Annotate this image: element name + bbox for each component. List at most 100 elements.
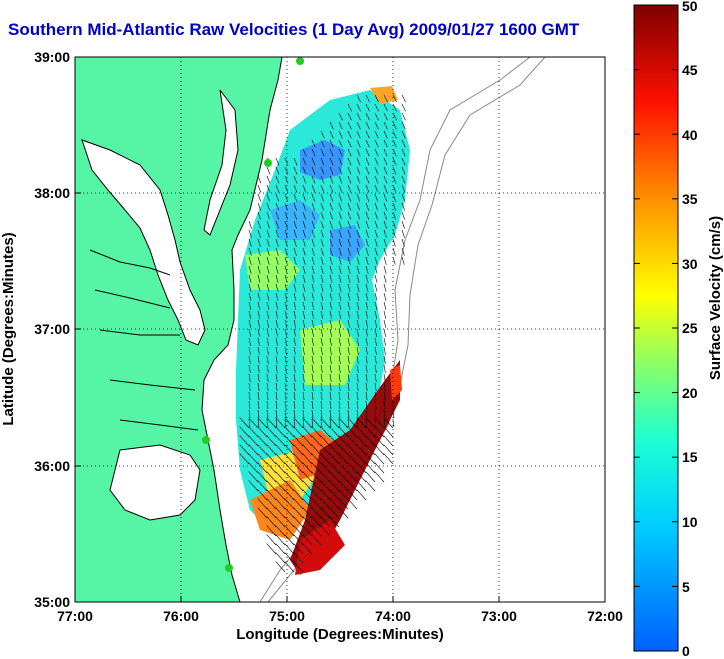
velocity-arrow	[383, 121, 388, 130]
velocity-arrow	[320, 247, 324, 256]
velocity-arrow	[329, 166, 334, 175]
velocity-arrow	[284, 292, 288, 301]
velocity-arrow	[302, 417, 313, 429]
velocity-arrow	[284, 391, 287, 400]
velocity-arrow	[356, 453, 367, 465]
velocity-arrow	[284, 220, 288, 229]
velocity-arrow	[401, 193, 406, 202]
velocity-arrow	[329, 238, 333, 247]
velocity-arrow	[374, 292, 378, 301]
velocity-arrow	[293, 328, 296, 337]
velocity-arrow	[248, 274, 252, 283]
velocity-arrow	[356, 418, 359, 428]
velocity-arrow	[365, 202, 369, 211]
velocity-arrow	[374, 283, 378, 292]
velocity-arrow	[329, 453, 340, 465]
velocity-arrow	[392, 400, 395, 409]
velocity-arrow	[338, 391, 341, 400]
velocity-arrow	[257, 328, 260, 337]
velocity-arrow	[374, 462, 385, 474]
velocity-arrow	[248, 382, 251, 391]
velocity-arrow	[338, 184, 343, 193]
velocity-arrow	[248, 364, 251, 373]
velocity-arrow	[284, 507, 295, 519]
velocity-arrow	[365, 346, 368, 355]
velocity-arrow	[293, 444, 304, 456]
velocity-arrow	[293, 238, 297, 247]
velocity-arrow	[311, 229, 315, 238]
velocity-arrow	[329, 211, 333, 220]
colorbar-tick-label: 40	[682, 127, 698, 143]
velocity-arrow	[356, 184, 361, 193]
velocity-arrow	[356, 211, 360, 220]
velocity-arrow	[293, 543, 304, 555]
velocity-arrow	[383, 184, 388, 193]
velocity-arrow	[365, 94, 370, 103]
velocity-arrow	[257, 435, 268, 447]
velocity-arrow	[266, 220, 270, 229]
velocity-arrow	[356, 265, 360, 274]
velocity-arrow	[401, 121, 406, 130]
velocity-arrow	[338, 175, 343, 184]
velocity-arrow	[374, 444, 385, 456]
velocity-arrow	[356, 471, 367, 483]
velocity-arrow	[374, 453, 385, 465]
velocity-arrow	[302, 444, 313, 456]
velocity-arrow	[284, 283, 288, 292]
velocity-arrow	[302, 382, 305, 391]
velocity-arrow	[257, 418, 260, 428]
velocity-arrow	[293, 426, 304, 438]
velocity-arrow	[257, 175, 262, 184]
velocity-arrow	[266, 534, 277, 546]
velocity-arrow	[302, 148, 307, 157]
velocity-arrow	[275, 417, 286, 429]
velocity-arrow	[311, 525, 322, 537]
velocity-arrow	[311, 265, 315, 274]
velocity-arrow	[320, 364, 323, 373]
velocity-arrow	[383, 417, 394, 429]
velocity-arrow	[374, 148, 379, 157]
velocity-arrow	[392, 202, 396, 211]
velocity-arrow	[320, 498, 331, 510]
velocity-arrow	[311, 202, 315, 211]
velocity-arrow	[302, 462, 313, 474]
velocity-arrow	[275, 175, 280, 184]
velocity-arrow	[347, 426, 358, 438]
velocity-arrow	[401, 94, 406, 103]
velocity-arrow	[374, 175, 379, 184]
lat-tick-label: 39:00	[34, 49, 70, 65]
velocity-arrow	[284, 561, 295, 573]
velocity-arrow	[338, 346, 341, 355]
velocity-arrow	[347, 310, 351, 319]
velocity-arrow	[338, 265, 342, 274]
velocity-arrow	[275, 400, 278, 409]
velocity-arrow	[347, 337, 350, 346]
velocity-arrow	[347, 355, 350, 364]
velocity-arrow	[266, 337, 269, 346]
velocity-arrow	[257, 310, 261, 319]
velocity-arrow	[275, 391, 278, 400]
velocity-arrow	[257, 391, 260, 400]
velocity-arrow	[365, 148, 370, 157]
station-marker	[225, 564, 233, 572]
lat-tick-label: 35:00	[34, 594, 70, 610]
velocity-arrow	[320, 229, 324, 238]
velocity-arrow	[365, 301, 369, 310]
velocity-arrow	[275, 238, 279, 247]
velocity-arrow	[293, 552, 304, 564]
velocity-arrow	[356, 94, 361, 103]
velocity-arrow	[275, 202, 279, 211]
velocity-arrow	[338, 148, 343, 157]
velocity-arrow	[284, 498, 295, 510]
velocity-arrow	[329, 418, 332, 428]
velocity-arrow	[347, 462, 358, 474]
velocity-arrow	[311, 175, 316, 184]
velocity-arrow	[356, 417, 367, 429]
velocity-arrow	[392, 229, 396, 238]
velocity-arrow	[401, 103, 406, 112]
velocity-arrow	[356, 175, 361, 184]
velocity-arrow	[338, 418, 341, 428]
velocity-arrow	[383, 175, 388, 184]
velocity-arrow	[293, 220, 297, 229]
velocity-arrow	[329, 310, 333, 319]
